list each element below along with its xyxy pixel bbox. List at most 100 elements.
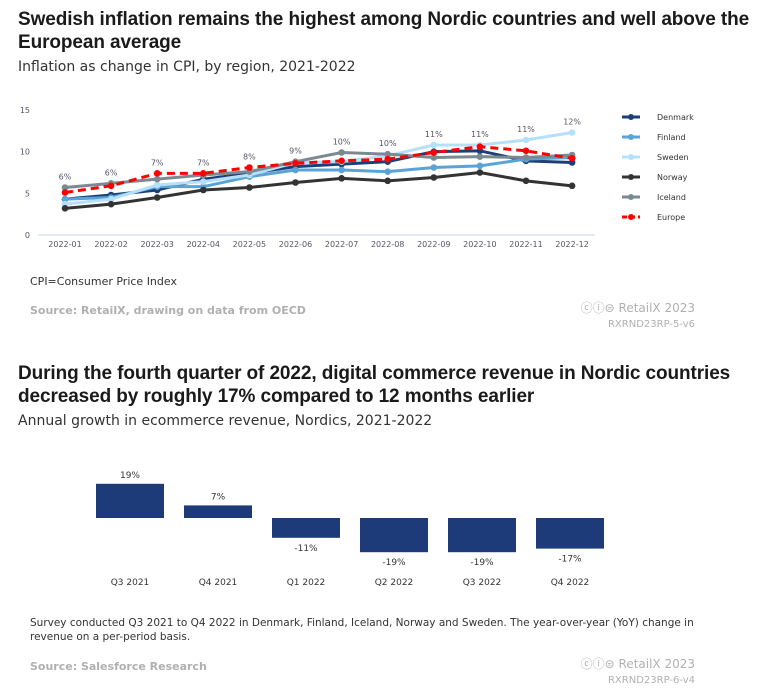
x-tick-label: 2022-09 bbox=[417, 240, 450, 249]
bar bbox=[360, 518, 428, 553]
bar bbox=[448, 518, 516, 553]
data-point-finland bbox=[292, 166, 299, 174]
bar bbox=[272, 518, 340, 538]
legend-marker bbox=[628, 114, 634, 120]
data-point-sweden bbox=[430, 141, 438, 149]
data-label: 12% bbox=[563, 118, 581, 127]
series-line-iceland bbox=[64, 150, 573, 189]
data-label: 11% bbox=[517, 125, 535, 134]
series-line-norway bbox=[64, 170, 573, 210]
data-point-norway bbox=[200, 186, 207, 194]
data-point-norway bbox=[384, 177, 392, 185]
category-label: Q4 2021 bbox=[199, 578, 238, 588]
data-point-norway bbox=[522, 177, 530, 185]
chart1-source: Source: RetailX, drawing on data from OE… bbox=[30, 304, 306, 317]
data-point-europe bbox=[522, 147, 530, 155]
bar bbox=[536, 518, 604, 549]
data-point-europe bbox=[61, 189, 69, 196]
x-tick-label: 2022-02 bbox=[94, 240, 127, 249]
data-point-sweden bbox=[568, 129, 576, 136]
data-point-finland bbox=[430, 164, 438, 171]
bar-value-label: -19% bbox=[470, 558, 494, 568]
data-point-norway bbox=[430, 174, 438, 181]
category-label: Q1 2022 bbox=[287, 578, 326, 588]
chart2-subtitle: Annual growth in ecommerce revenue, Nord… bbox=[18, 413, 433, 429]
category-label: Q4 2022 bbox=[551, 578, 590, 588]
chart2-header: During the fourth quarter of 2022, digit… bbox=[18, 362, 753, 430]
chart1-subtitle: Inflation as change in CPI, by region, 2… bbox=[18, 59, 356, 75]
data-point-iceland bbox=[476, 153, 484, 160]
data-point-iceland bbox=[522, 154, 530, 161]
data-point-iceland bbox=[61, 184, 69, 191]
data-point-iceland bbox=[384, 150, 392, 158]
bar bbox=[184, 505, 252, 518]
legend-label: Iceland bbox=[657, 193, 686, 202]
chart1-brand: ⓒⓘ⊜ RetailX 2023 bbox=[581, 301, 695, 315]
x-tick-label: 2022-07 bbox=[325, 240, 358, 249]
chart2-title: During the fourth quarter of 2022, digit… bbox=[18, 363, 731, 407]
data-label: 11% bbox=[471, 130, 489, 139]
data-label: 10% bbox=[379, 139, 397, 148]
chart2-source: Source: Salesforce Research bbox=[30, 660, 207, 673]
y-tick-label: 15 bbox=[20, 106, 30, 115]
category-label: Q3 2021 bbox=[111, 578, 150, 588]
data-point-finland bbox=[61, 195, 69, 203]
data-point-sweden bbox=[200, 178, 207, 185]
chart2-note: Survey conducted Q3 2021 to Q4 2022 in D… bbox=[30, 617, 694, 643]
data-point-europe bbox=[384, 155, 392, 163]
data-point-europe bbox=[430, 149, 438, 156]
data-point-finland bbox=[338, 166, 345, 174]
data-point-iceland bbox=[430, 154, 438, 161]
data-point-norway bbox=[107, 200, 115, 208]
bar-value-label: -11% bbox=[294, 544, 318, 554]
data-point-norway bbox=[568, 182, 576, 190]
legend-label: Denmark bbox=[657, 113, 694, 122]
x-tick-label: 2022-11 bbox=[509, 240, 542, 249]
brand-text: RetailX 2023 bbox=[618, 301, 695, 315]
data-point-europe bbox=[568, 155, 576, 162]
data-point-europe bbox=[338, 157, 345, 165]
data-point-norway bbox=[153, 194, 161, 201]
data-point-norway bbox=[292, 179, 299, 186]
category-label: Q3 2022 bbox=[463, 578, 502, 588]
data-point-norway bbox=[338, 175, 345, 182]
y-tick-label: 0 bbox=[25, 231, 30, 240]
cc-license-icon: ⓒⓘ⊜ bbox=[580, 657, 619, 671]
bar-value-label: -17% bbox=[558, 555, 582, 565]
bar-chart: 19% Q3 2021 7% Q4 2021 -11% Q1 2022 -19% Q2 202… bbox=[96, 471, 604, 588]
x-tick-label: 2022-12 bbox=[555, 240, 588, 249]
legend-label: Sweden bbox=[657, 153, 689, 162]
data-point-europe bbox=[476, 143, 484, 150]
x-tick-label: 2022-01 bbox=[48, 240, 81, 249]
y-tick-label: 10 bbox=[20, 148, 30, 157]
chart1-code: RXRND23RP-5-v6 bbox=[607, 319, 695, 330]
bar-value-label: 7% bbox=[211, 492, 226, 502]
data-point-norway bbox=[61, 205, 69, 212]
series-line-denmark bbox=[64, 149, 573, 201]
data-point-sweden bbox=[522, 136, 530, 144]
legend-marker bbox=[628, 174, 634, 180]
data-point-sweden bbox=[107, 195, 115, 203]
data-label: 10% bbox=[333, 138, 351, 147]
data-label: 6% bbox=[105, 168, 118, 177]
legend-label: Norway bbox=[657, 173, 688, 182]
x-tick-label: 2022-03 bbox=[140, 240, 173, 249]
data-point-norway bbox=[476, 169, 484, 176]
chart1-header: Swedish inflation remains the highest am… bbox=[18, 8, 753, 76]
legend-label: Europe bbox=[657, 213, 685, 222]
legend-label: Finland bbox=[657, 133, 686, 142]
data-label: 6% bbox=[59, 173, 72, 182]
data-point-finland bbox=[384, 168, 392, 175]
data-point-iceland bbox=[338, 149, 345, 156]
legend-marker bbox=[628, 134, 634, 140]
data-point-iceland bbox=[153, 175, 161, 183]
category-label: Q2 2022 bbox=[375, 578, 414, 588]
data-label: 11% bbox=[425, 130, 443, 139]
data-point-europe bbox=[107, 182, 115, 190]
data-label: 8% bbox=[243, 153, 256, 162]
data-point-europe bbox=[292, 160, 299, 167]
series-line-sweden bbox=[64, 131, 573, 206]
x-tick-label: 2022-08 bbox=[371, 240, 404, 249]
data-point-norway bbox=[246, 184, 253, 191]
data-point-finland bbox=[476, 162, 484, 170]
